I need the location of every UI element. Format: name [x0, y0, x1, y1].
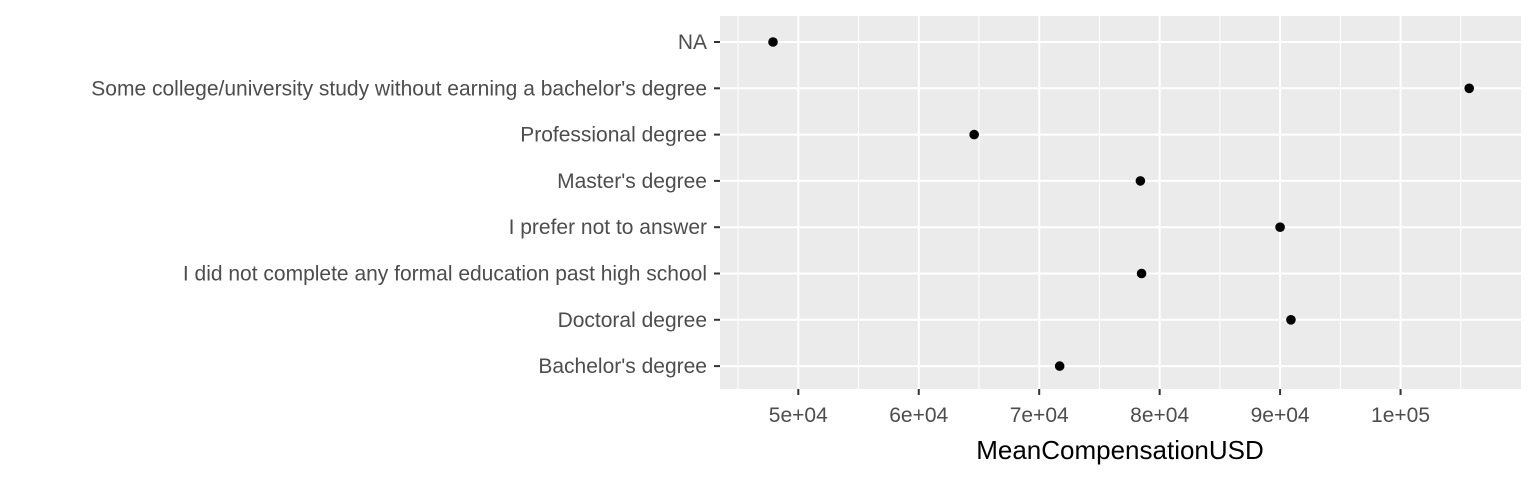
y-tick-label: Professional degree [520, 124, 707, 147]
data-point [1136, 268, 1147, 279]
data-point [1054, 361, 1065, 371]
y-axis: Bachelor's degree Doctoral degree I did no… [91, 31, 720, 378]
data-point [1286, 315, 1296, 325]
y-tick-label: Bachelor's degree [538, 355, 707, 378]
x-tick-label: 7e+04 [1010, 404, 1069, 427]
x-tick-label: 5e+04 [769, 404, 828, 427]
x-tick-label: 9e+04 [1251, 404, 1310, 427]
y-tick-label: Some college/university study without ea… [91, 77, 707, 100]
y-tick-label: I did not complete any formal education … [183, 263, 707, 286]
data-points [768, 37, 1475, 371]
data-point [1275, 222, 1285, 232]
data-point [969, 129, 979, 140]
x-tick-label: 8e+04 [1130, 404, 1189, 427]
y-tick-label: NA [678, 31, 707, 54]
x-tick-label: 6e+04 [889, 404, 948, 427]
data-point [1464, 83, 1475, 94]
data-point [768, 37, 778, 47]
y-tick-label: Master's degree [557, 170, 707, 193]
plot-panel [720, 16, 1521, 389]
data-point [1135, 176, 1146, 186]
y-tick-label: I prefer not to answer [509, 216, 707, 239]
x-axis-title: MeanCompensationUSD [976, 435, 1264, 465]
major-gridlines [720, 16, 1521, 389]
minor-gridlines [737, 16, 1462, 389]
x-axis: 5e+04 6e+04 7e+04 8e+04 9e+04 1e+05 [769, 389, 1430, 427]
x-tick-label: 1e+05 [1371, 404, 1430, 427]
y-tick-label: Doctoral degree [558, 309, 707, 332]
